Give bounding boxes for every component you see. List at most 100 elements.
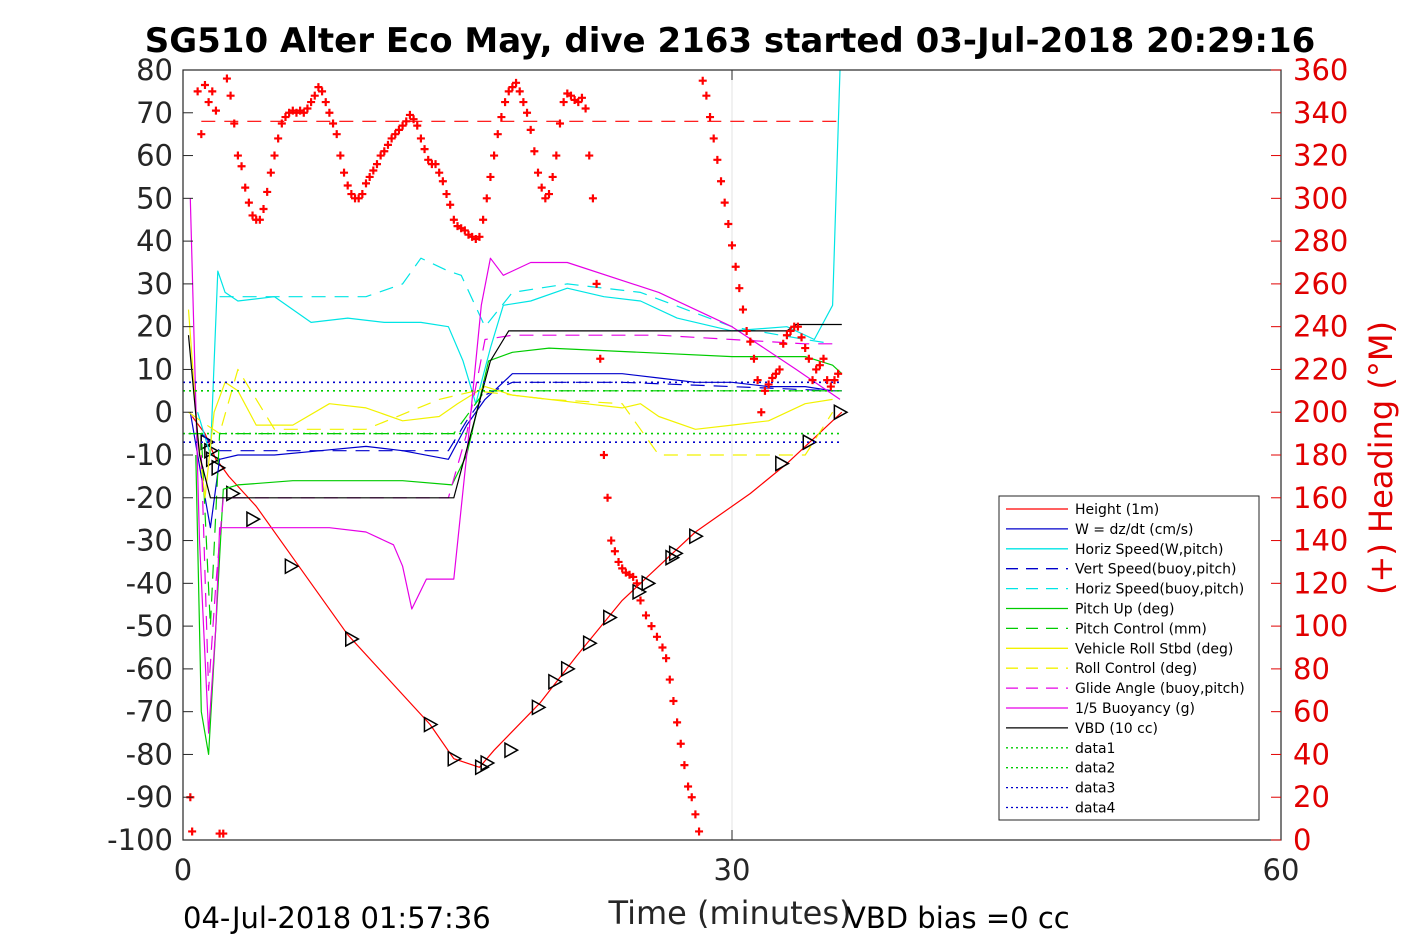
heading-point [354,194,363,203]
heading-point [610,547,619,556]
vbd-marker-point [802,433,818,451]
footer-timestamp: 04-Jul-2018 01:57:36 [183,901,491,935]
heading-point [768,374,777,382]
heading-point [303,104,312,113]
heading-point [431,160,440,169]
y-tick-label-10: -20 [126,481,173,515]
heading-point [336,151,345,160]
vbd-marker-point [775,455,790,472]
heading-point [815,361,824,370]
vbd-marker-point [423,716,439,733]
heading-point [347,190,356,199]
heading-point [405,110,414,119]
series-height-1m [191,411,843,768]
heading-point [757,408,766,417]
y2-tick-label-3: 300 [1293,181,1348,215]
heading-point [629,572,638,581]
heading-point [442,190,451,199]
heading-point [321,98,330,107]
vbd-marker-point [603,609,618,626]
heading-point [380,147,389,156]
heading-point [581,104,590,113]
y2-tick-label-13: 100 [1293,609,1348,643]
heading-point [665,675,674,684]
heading-point [188,827,197,836]
heading-point [537,183,546,192]
heading-point [369,166,378,175]
series-roll-control-deg [188,368,834,456]
heading-point [237,162,246,171]
y-tick-label-7: 10 [136,352,173,386]
y2-tick-label-10: 160 [1293,481,1348,515]
y-tick-label-15: -70 [126,695,173,729]
heading-point [383,140,392,149]
heading-point [801,344,810,353]
heading-point [241,183,250,192]
heading-point [504,87,513,96]
vbd-marker-point [531,699,547,716]
heading-point [574,98,583,107]
heading-point [266,168,275,177]
y-tick-label-9: -10 [126,438,173,472]
heading-point [566,91,575,100]
heading-point [830,376,839,385]
heading-point [501,98,510,107]
heading-point [771,369,780,378]
heading-point [577,93,586,102]
heading-point [244,198,253,207]
heading-point [724,220,733,228]
heading-point [607,536,616,545]
y-tick-label-14: -60 [126,652,173,686]
legend-label-4: Horiz Speed(buoy,pitch) [1075,582,1244,598]
heading-point [332,130,341,139]
vbd-marker-point [560,660,576,678]
heading-point [552,151,561,160]
heading-point [211,106,220,115]
heading-point [826,382,835,391]
heading-point [420,145,429,154]
legend-label-11: VBD (10 cc) [1075,721,1158,737]
heading-point [435,168,444,177]
legend-label-14: data3 [1075,781,1115,797]
heading-point [299,108,308,117]
heading-point [519,98,528,107]
heading-point [523,108,532,117]
y-tick-label-17: -90 [126,780,173,814]
heading-point [479,215,488,224]
heading-point [226,91,235,100]
vbd-marker-point [480,754,496,772]
legend-label-15: data4 [1075,801,1116,817]
heading-point [779,339,788,348]
heading-point [658,643,667,652]
heading-point [270,151,279,160]
heading-point [738,305,747,314]
x-tick-label-1: 30 [714,853,751,887]
y-tick-label-3: 50 [136,181,173,215]
heading-point [482,194,491,203]
heading-point [760,386,769,395]
heading-point [233,151,242,160]
heading-point [398,121,407,130]
vbd-marker-point [284,557,300,575]
vbd-marker-point [205,451,221,468]
legend-label-5: Pitch Up (deg) [1075,602,1174,618]
heading-point [717,177,726,186]
heading-point [263,187,272,196]
series-vehicle-roll-stbd-deg [187,309,833,499]
heading-point [636,596,645,605]
heading-point [834,369,843,378]
heading-point [274,134,283,143]
series-pitch-control-mm [188,390,842,627]
legend-box [998,495,1260,821]
heading-point [248,211,257,220]
heading-point [530,147,539,156]
heading-point [486,172,495,181]
y-tick-label-5: 30 [136,267,173,301]
vbd-marker-point [548,673,564,690]
heading-point [358,190,367,199]
y2-tick-label-9: 180 [1293,438,1348,472]
heading-point [782,331,791,340]
heading-point [793,322,802,331]
footer-vbd-bias: VBD bias =0 cc [846,901,1070,935]
vbd-marker-point [447,750,463,767]
